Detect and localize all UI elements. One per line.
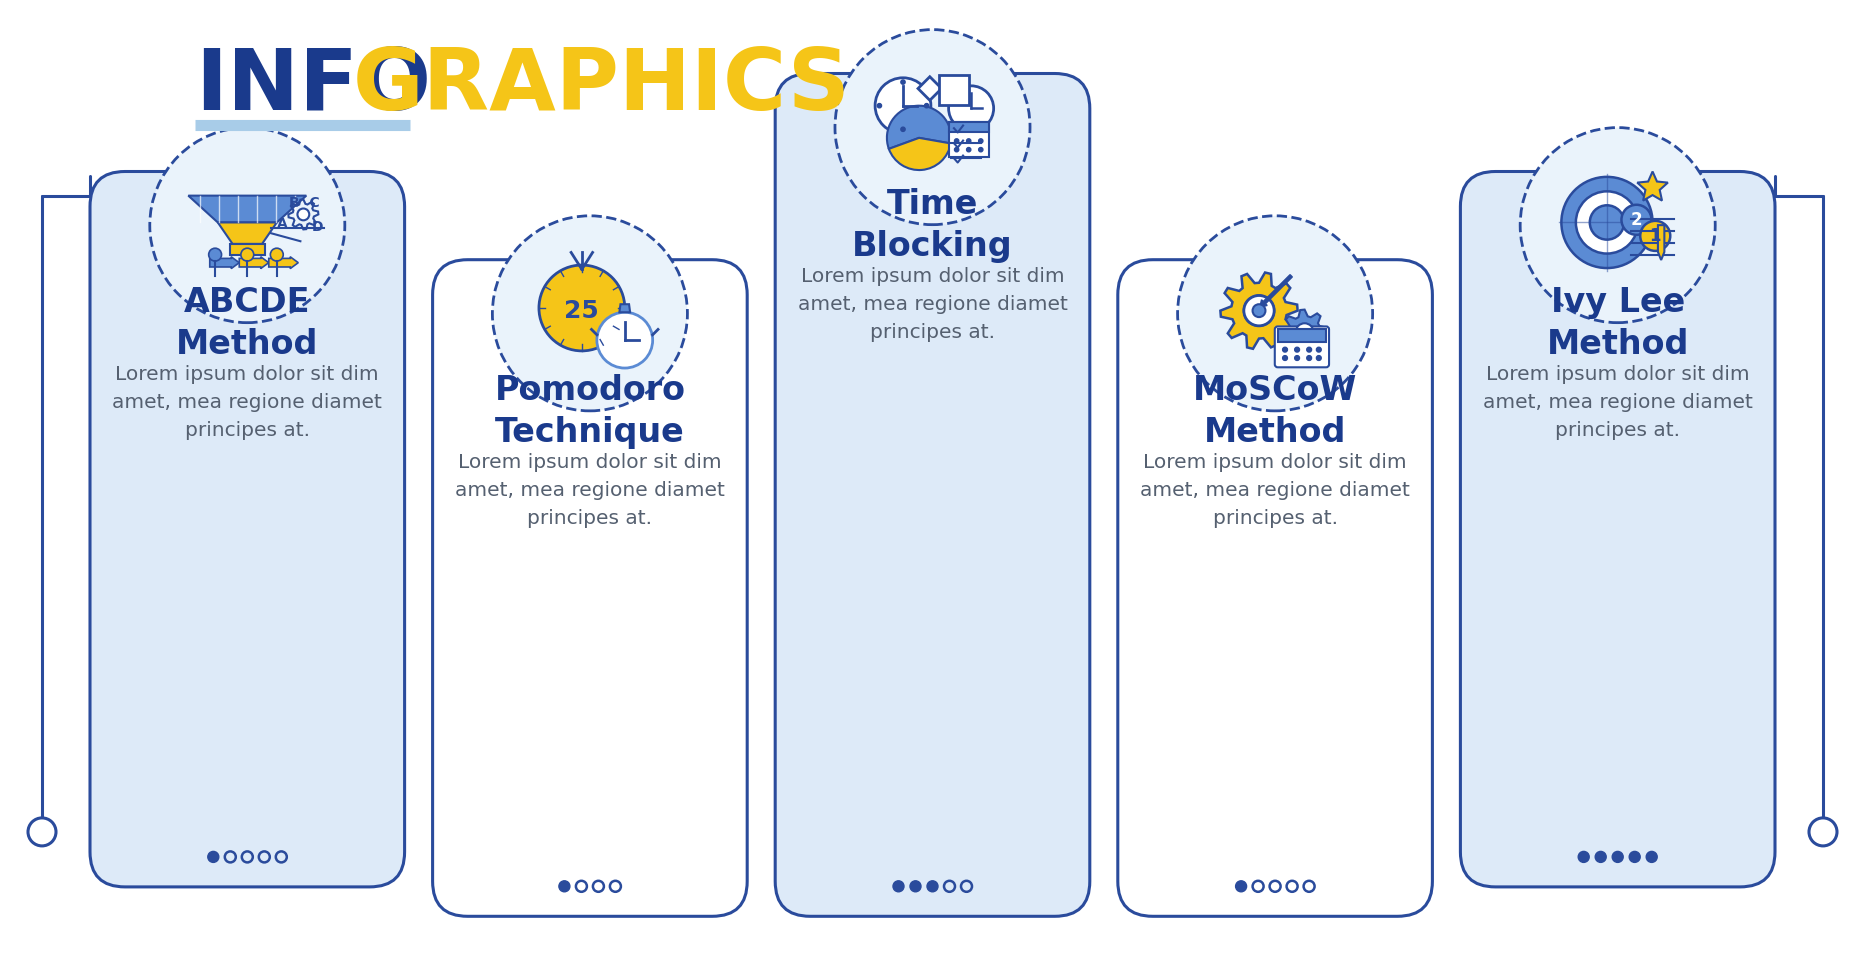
Text: Lorem ipsum dolor sit dim
amet, mea regione diamet
principes at.: Lorem ipsum dolor sit dim amet, mea regi… (1139, 453, 1409, 528)
Circle shape (559, 881, 570, 892)
Polygon shape (188, 196, 306, 222)
Text: A: A (276, 218, 287, 231)
Polygon shape (949, 122, 988, 157)
Circle shape (1646, 852, 1657, 862)
Circle shape (1307, 356, 1310, 361)
Polygon shape (1637, 172, 1666, 201)
Circle shape (296, 209, 309, 221)
Circle shape (596, 313, 652, 368)
Polygon shape (1277, 329, 1325, 342)
FancyBboxPatch shape (432, 260, 747, 916)
Circle shape (910, 881, 921, 892)
Circle shape (149, 127, 345, 322)
Circle shape (1620, 205, 1652, 235)
Circle shape (1243, 296, 1273, 325)
Circle shape (926, 881, 938, 892)
Polygon shape (218, 222, 276, 244)
Wedge shape (889, 138, 951, 171)
Circle shape (1575, 191, 1637, 254)
Circle shape (1519, 127, 1715, 322)
Circle shape (1610, 852, 1622, 862)
Circle shape (925, 104, 928, 108)
Text: MoSCoW
Method: MoSCoW Method (1193, 373, 1357, 449)
Circle shape (900, 80, 904, 84)
Polygon shape (949, 122, 988, 132)
Circle shape (1243, 295, 1273, 326)
Circle shape (966, 139, 971, 143)
Circle shape (1253, 304, 1266, 318)
Polygon shape (917, 76, 941, 100)
Circle shape (1236, 881, 1245, 892)
Polygon shape (1281, 310, 1327, 355)
Text: Lorem ipsum dolor sit dim
amet, mea regione diamet
principes at.: Lorem ipsum dolor sit dim amet, mea regi… (455, 453, 725, 528)
Circle shape (270, 248, 283, 261)
Text: INFO: INFO (196, 45, 431, 127)
Text: 2: 2 (1629, 211, 1642, 228)
Circle shape (539, 265, 624, 351)
Circle shape (1560, 176, 1652, 269)
Polygon shape (1219, 272, 1297, 349)
Circle shape (240, 248, 254, 261)
Wedge shape (887, 106, 951, 149)
FancyBboxPatch shape (775, 74, 1089, 916)
Text: Ivy Lee
Method: Ivy Lee Method (1545, 285, 1689, 361)
Circle shape (207, 852, 218, 862)
FancyBboxPatch shape (89, 172, 404, 887)
Text: Lorem ipsum dolor sit dim
amet, mea regione diamet
principes at.: Lorem ipsum dolor sit dim amet, mea regi… (798, 267, 1066, 342)
Text: 1: 1 (1648, 226, 1661, 245)
Circle shape (1638, 220, 1670, 251)
Text: Lorem ipsum dolor sit dim
amet, mea regione diamet
principes at.: Lorem ipsum dolor sit dim amet, mea regi… (1482, 365, 1752, 440)
FancyArrow shape (1260, 274, 1292, 307)
Text: D: D (311, 220, 324, 234)
Circle shape (1594, 852, 1605, 862)
Circle shape (1294, 356, 1299, 361)
Circle shape (1295, 323, 1312, 341)
Circle shape (1577, 852, 1588, 862)
Circle shape (1316, 347, 1320, 352)
Circle shape (966, 148, 971, 152)
Circle shape (1316, 356, 1320, 361)
Circle shape (1282, 356, 1286, 361)
Circle shape (1808, 818, 1836, 846)
Text: Time
Blocking: Time Blocking (852, 187, 1012, 263)
FancyBboxPatch shape (1275, 326, 1329, 368)
FancyBboxPatch shape (1117, 260, 1432, 916)
Circle shape (876, 104, 882, 108)
Polygon shape (1657, 225, 1663, 260)
FancyArrow shape (209, 257, 239, 269)
Circle shape (1629, 852, 1638, 862)
Circle shape (949, 86, 994, 131)
Circle shape (28, 818, 56, 846)
Polygon shape (229, 244, 265, 255)
Circle shape (893, 881, 904, 892)
Circle shape (900, 127, 904, 131)
Text: Pomodoro
Technique: Pomodoro Technique (494, 373, 686, 449)
FancyArrow shape (268, 257, 298, 269)
FancyBboxPatch shape (1460, 172, 1775, 887)
Text: 25: 25 (565, 299, 598, 322)
Circle shape (954, 148, 958, 152)
Text: GRAPHICS: GRAPHICS (352, 45, 850, 127)
Polygon shape (938, 74, 969, 105)
Circle shape (1307, 347, 1310, 352)
Polygon shape (619, 304, 630, 313)
Circle shape (1176, 216, 1372, 411)
Circle shape (874, 77, 930, 133)
Circle shape (979, 139, 982, 143)
Circle shape (979, 148, 982, 152)
FancyArrow shape (239, 257, 268, 269)
Circle shape (835, 29, 1029, 224)
Circle shape (209, 248, 222, 261)
Circle shape (954, 139, 958, 143)
Circle shape (1282, 347, 1286, 352)
Circle shape (492, 216, 688, 411)
Text: Lorem ipsum dolor sit dim
amet, mea regione diamet
principes at.: Lorem ipsum dolor sit dim amet, mea regi… (112, 365, 382, 440)
Text: ABCDE
Method: ABCDE Method (175, 285, 319, 361)
Circle shape (1294, 347, 1299, 352)
Text: B  C: B C (289, 196, 319, 210)
Circle shape (1588, 205, 1624, 240)
